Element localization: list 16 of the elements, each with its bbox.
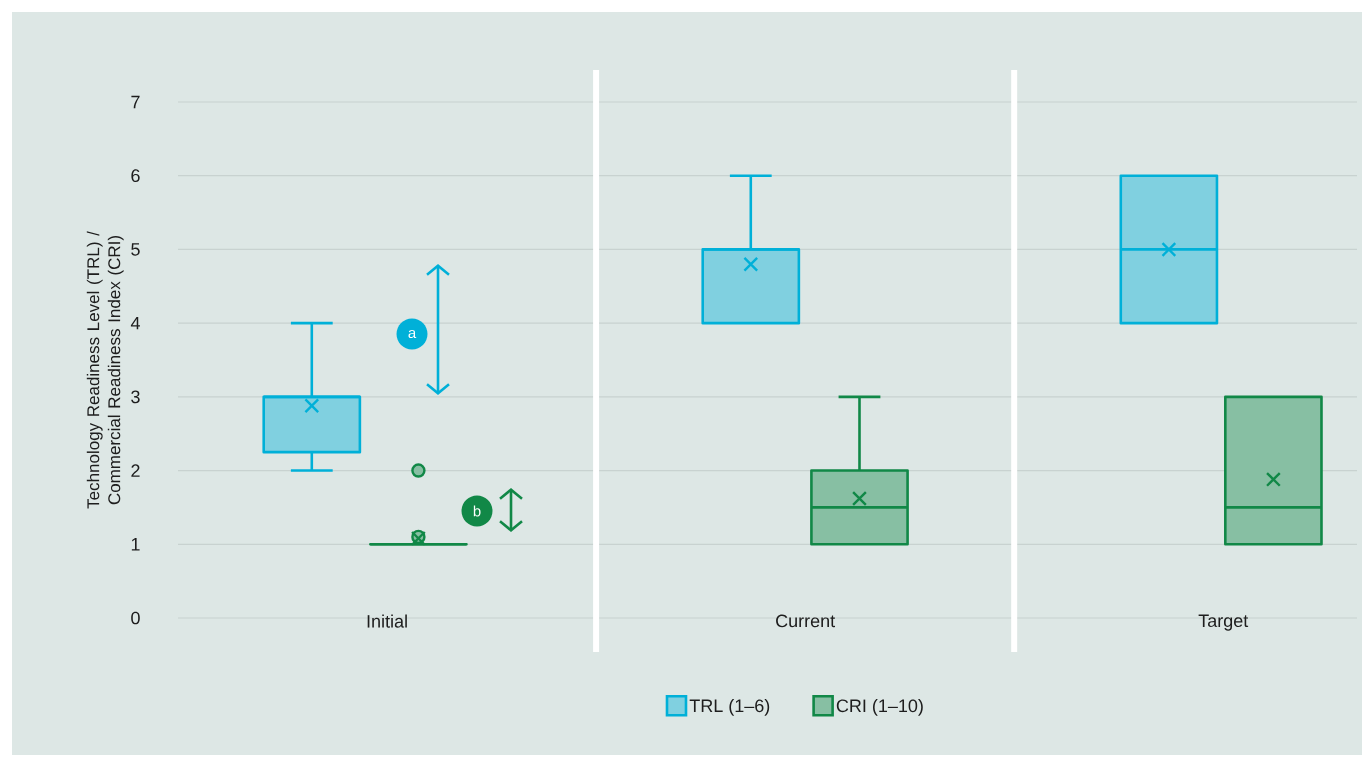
x-tick-label: Target bbox=[1198, 614, 1249, 631]
x-tick-label: Initial bbox=[367, 614, 407, 628]
y-tick-label: 2 bbox=[131, 464, 140, 477]
y-axis-title: Technology Readiness Level (TRL) / Commercial Readiness Index (CRI) bbox=[86, 231, 124, 509]
y-tick-label: 6 bbox=[131, 169, 140, 183]
y-tick-label: 1 bbox=[131, 538, 140, 551]
x-tick-label: Current bbox=[776, 614, 836, 628]
y-tick-label: 3 bbox=[131, 390, 140, 404]
y-tick-label: 7 bbox=[131, 95, 140, 109]
y-tick-label: 4 bbox=[130, 316, 140, 330]
y-tick-label: 0 bbox=[131, 611, 140, 625]
y-tick-label: 5 bbox=[131, 243, 140, 256]
annotation: b bbox=[473, 505, 481, 517]
legend-label: TRL (1–6) bbox=[689, 698, 770, 716]
legend-label: CRI (1–10) bbox=[836, 698, 923, 716]
annotation: a bbox=[408, 329, 417, 339]
